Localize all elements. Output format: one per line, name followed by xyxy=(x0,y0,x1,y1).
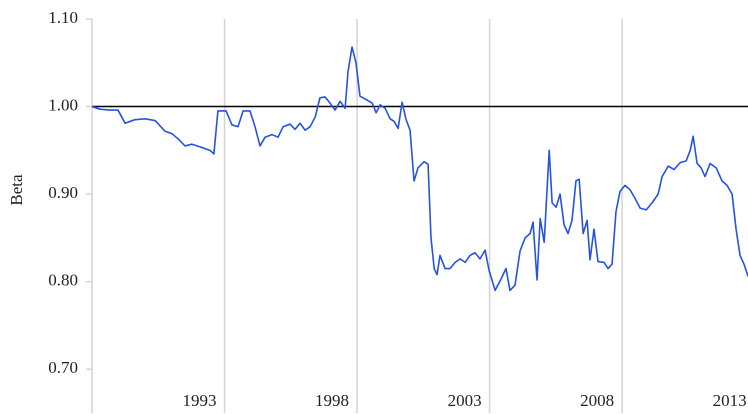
x-tick-label: 1998 xyxy=(315,391,349,410)
y-tick-label: 1.10 xyxy=(48,8,78,27)
y-tick-label: 0.70 xyxy=(48,358,78,377)
y-axis-label: Beta xyxy=(7,174,26,206)
y-tick-label: 0.90 xyxy=(48,183,78,202)
y-tick-label: 0.80 xyxy=(48,271,78,290)
x-tick-label: 2008 xyxy=(580,391,614,410)
x-tick-label: 1993 xyxy=(183,391,217,410)
data-line xyxy=(91,46,748,292)
x-tick-label: 2013 xyxy=(713,391,747,410)
x-tick-label: 2003 xyxy=(448,391,482,410)
y-tick-label: 1.00 xyxy=(48,95,78,114)
